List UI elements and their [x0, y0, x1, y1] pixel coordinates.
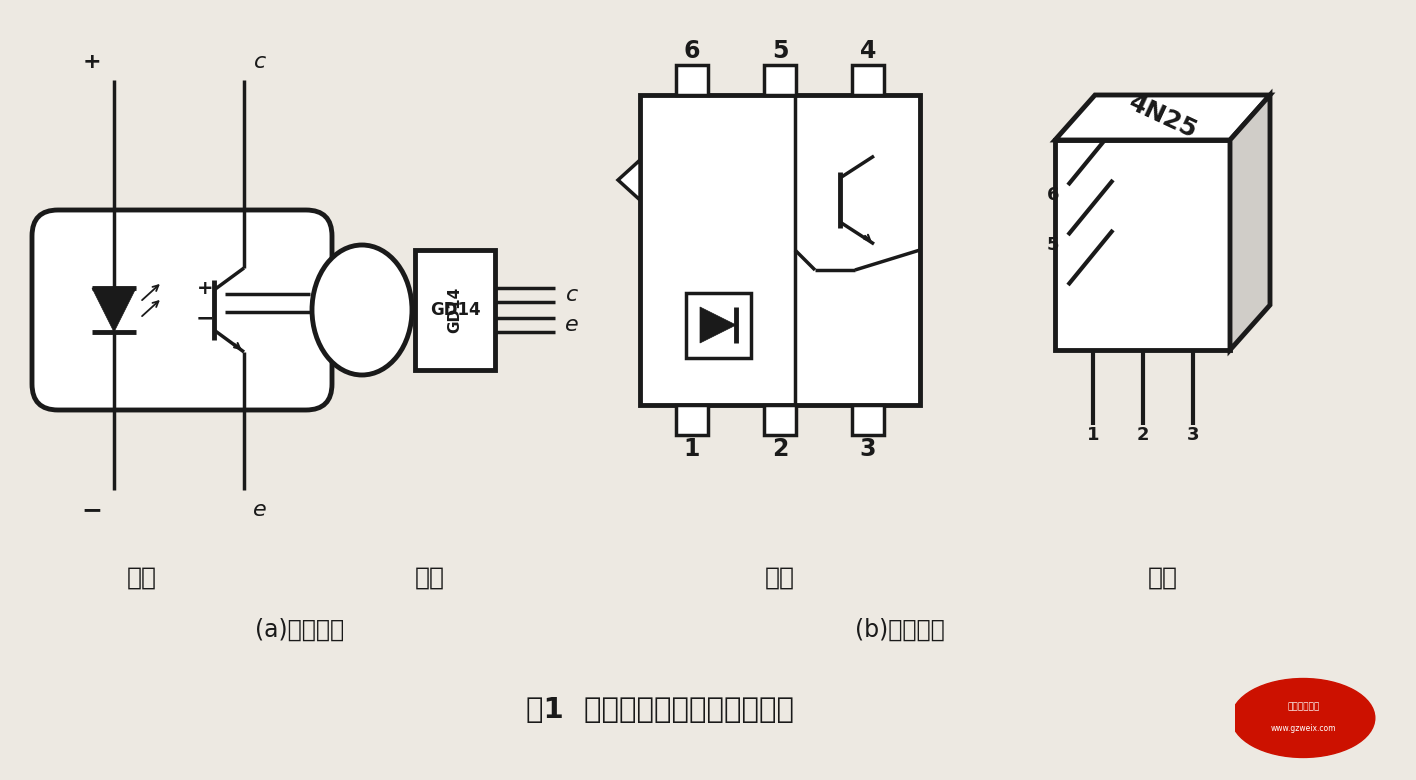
Text: 6: 6 — [1046, 186, 1059, 204]
Text: GD14: GD14 — [447, 287, 463, 333]
Bar — [765, 65, 796, 95]
Bar — [640, 95, 920, 405]
Text: 外形: 外形 — [1147, 566, 1178, 590]
Text: c: c — [566, 285, 578, 305]
Polygon shape — [1055, 95, 1270, 140]
Text: 5: 5 — [772, 39, 789, 63]
Text: GD14: GD14 — [429, 301, 480, 319]
Text: 2: 2 — [1137, 426, 1150, 444]
Text: 1: 1 — [1086, 426, 1099, 444]
Text: 4: 4 — [860, 39, 877, 63]
Bar — [415, 250, 496, 370]
Text: e: e — [565, 315, 579, 335]
Text: 5: 5 — [1046, 236, 1059, 254]
Text: www.gzweix.com: www.gzweix.com — [1270, 725, 1335, 733]
Text: −: − — [82, 498, 102, 522]
Bar — [675, 65, 708, 95]
Text: 4N25: 4N25 — [1124, 91, 1201, 144]
Bar — [1055, 140, 1231, 350]
Text: 2: 2 — [772, 437, 789, 461]
Bar — [852, 405, 884, 435]
Text: 符号: 符号 — [765, 566, 794, 590]
Circle shape — [1232, 679, 1375, 757]
Text: 1: 1 — [684, 437, 700, 461]
Polygon shape — [92, 288, 136, 332]
Text: 3: 3 — [860, 437, 877, 461]
Text: +: + — [197, 278, 214, 297]
Polygon shape — [700, 307, 736, 343]
Bar — [685, 292, 750, 357]
Ellipse shape — [312, 245, 412, 375]
Text: +: + — [82, 52, 102, 72]
Bar — [675, 405, 708, 435]
Text: −: − — [195, 308, 214, 328]
Text: 符号: 符号 — [127, 566, 157, 590]
Text: e: e — [253, 500, 266, 520]
Text: 外形: 外形 — [415, 566, 445, 590]
Text: 精通维修下载: 精通维修下载 — [1287, 703, 1320, 711]
Text: (b)双列直插: (b)双列直插 — [855, 618, 944, 642]
Text: c: c — [253, 52, 266, 72]
Polygon shape — [1231, 95, 1270, 350]
Text: 6: 6 — [684, 39, 701, 63]
Polygon shape — [617, 160, 640, 200]
Bar — [852, 65, 884, 95]
Text: (a)轴向引线: (a)轴向引线 — [255, 618, 344, 642]
Text: 图1  光电耦合器的符号及外形图: 图1 光电耦合器的符号及外形图 — [525, 696, 794, 724]
Bar — [765, 405, 796, 435]
Text: 3: 3 — [1187, 426, 1199, 444]
FancyBboxPatch shape — [33, 210, 331, 410]
